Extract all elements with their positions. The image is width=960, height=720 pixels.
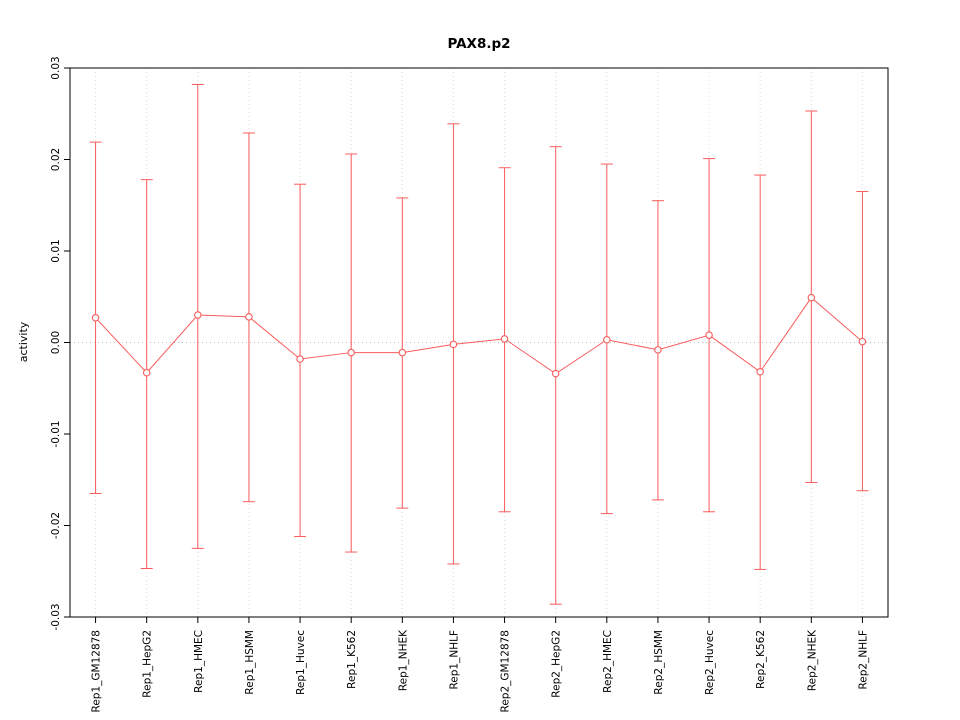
data-point-marker [398,348,407,357]
data-point-marker [500,335,509,343]
chart-title: PAX8.p2 [447,36,510,52]
data-point-marker [654,346,662,354]
data-point-marker [245,313,253,321]
x-tick-label: Rep2_GM12878 [500,630,512,712]
x-tick-label: Rep2_NHLF [857,630,869,690]
y-tick-label: 0.03 [50,56,62,79]
y-tick-label: -0.02 [50,512,62,539]
data-point-marker [858,337,867,346]
x-tick-label: Rep2_HepG2 [551,630,563,698]
x-tick-label: Rep2_K562 [755,630,767,689]
y-tick-label: 0.02 [50,148,62,171]
x-tick-label: Rep1_GM12878 [91,630,103,712]
x-tick-label: Rep2_Huvec [704,630,716,695]
x-tick-label: Rep2_HMEC [602,630,614,693]
data-point-marker [756,368,764,376]
data-point-marker [551,369,560,378]
x-tick-label: Rep1_NHEK [397,629,409,691]
x-tick-label: Rep1_NHLF [448,630,460,690]
y-tick-label: -0.01 [50,420,62,447]
x-tick-label: Rep2_HSMM [653,630,665,695]
y-tick-label: 0.00 [50,331,62,354]
series-line [95,296,863,375]
data-point-marker [449,340,458,349]
data-point-marker [91,314,100,322]
x-tick-label: Rep1_HSMM [244,630,256,695]
data-point-marker [705,331,713,339]
data-point-marker [807,293,816,302]
data-point-marker [142,368,151,377]
y-tick-label: -0.03 [50,603,62,630]
y-axis-title: activity [17,321,30,362]
data-point-marker [603,336,611,344]
data-point-marker [347,348,355,357]
x-tick-label: Rep2_NHEK [806,629,818,691]
y-tick-label: 0.01 [50,239,62,262]
x-tick-label: Rep1_Huvec [295,630,307,695]
plot-area: -0.03 -0.02 -0.01 0.00 0.01 0.02 0.03 Rep1_GM12… [50,56,889,712]
x-tick-label: Rep1_HMEC [193,630,205,693]
data-point-marker [296,355,304,363]
x-tick-label: Rep1_HepG2 [142,630,154,698]
x-tick-label: Rep1_K562 [346,630,358,689]
data-point-marker [194,311,202,319]
